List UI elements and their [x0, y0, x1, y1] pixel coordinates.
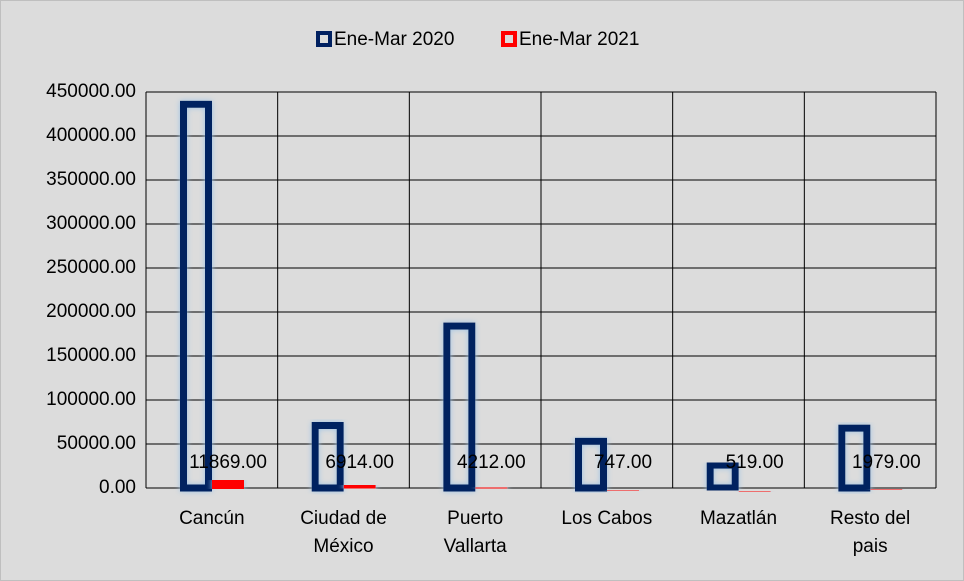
bar — [706, 461, 739, 492]
data-label: 11869.00 — [189, 452, 267, 473]
bar — [443, 322, 476, 492]
legend-marker — [501, 31, 517, 47]
y-tick-label: 100000.00 — [46, 389, 136, 410]
legend-label: Ene-Mar 2020 — [334, 29, 454, 50]
data-label: 1979.00 — [852, 452, 921, 473]
bar — [311, 422, 344, 492]
data-label: 747.00 — [594, 452, 652, 473]
y-tick-label: 350000.00 — [46, 169, 136, 190]
x-tick-label: Puerto Vallarta — [444, 508, 507, 557]
bar — [212, 477, 244, 492]
y-tick-label: 0.00 — [99, 477, 136, 498]
data-label: 6914.00 — [325, 452, 394, 473]
y-tick-label: 250000.00 — [46, 257, 136, 278]
bar — [343, 481, 376, 492]
legend-label: Ene-Mar 2021 — [519, 29, 639, 50]
x-tick-label: Los Cabos — [561, 508, 652, 529]
x-tick-label: Ciudad de México — [300, 508, 387, 557]
legend-marker — [316, 31, 332, 47]
bar — [575, 437, 607, 492]
y-tick-label: 300000.00 — [46, 213, 136, 234]
bar — [838, 424, 871, 492]
y-tick-label: 450000.00 — [46, 81, 136, 102]
x-tick-label: Mazatlán — [700, 508, 777, 529]
data-label: 4212.00 — [457, 452, 526, 473]
x-tick-label: Cancún — [179, 508, 245, 529]
data-label: 519.00 — [726, 452, 784, 473]
y-tick-label: 150000.00 — [46, 345, 136, 366]
y-tick-label: 50000.00 — [57, 433, 136, 454]
bar — [180, 100, 212, 492]
y-tick-label: 400000.00 — [46, 125, 136, 146]
x-tick-label: Resto del pais — [830, 508, 910, 557]
y-tick-label: 200000.00 — [46, 301, 136, 322]
